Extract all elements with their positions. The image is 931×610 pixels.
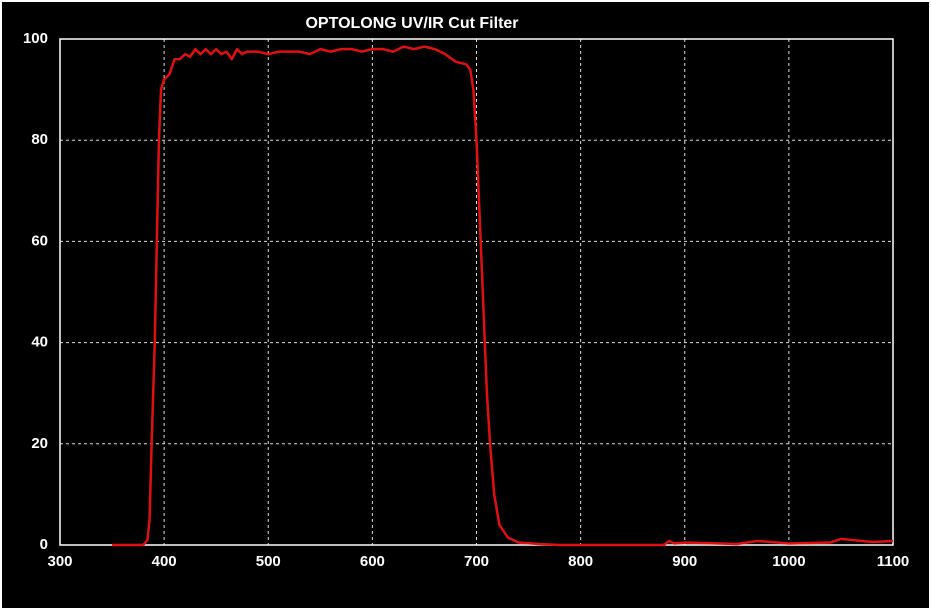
y-tick-label: 60 bbox=[31, 232, 48, 249]
x-tick-label: 500 bbox=[256, 553, 281, 570]
y-tick-label: 100 bbox=[23, 30, 48, 47]
y-tick-label: 80 bbox=[31, 131, 48, 148]
y-tick-label: 20 bbox=[31, 435, 48, 452]
y-tick-label: 40 bbox=[31, 334, 48, 351]
x-tick-label: 600 bbox=[360, 553, 385, 570]
y-tick-label: 0 bbox=[40, 536, 48, 553]
plot-frame bbox=[59, 38, 894, 546]
x-tick-label: 900 bbox=[672, 553, 697, 570]
x-tick-label: 1100 bbox=[877, 553, 910, 570]
x-tick-label: 800 bbox=[568, 553, 593, 570]
chart-title: OPTOLONG UV/IR Cut Filter bbox=[305, 15, 518, 32]
x-tick-label: 700 bbox=[464, 553, 489, 570]
x-tick-label: 400 bbox=[152, 553, 177, 570]
x-tick-label: 1000 bbox=[772, 553, 805, 570]
x-tick-label: 300 bbox=[47, 553, 72, 570]
data-line bbox=[112, 45, 894, 547]
